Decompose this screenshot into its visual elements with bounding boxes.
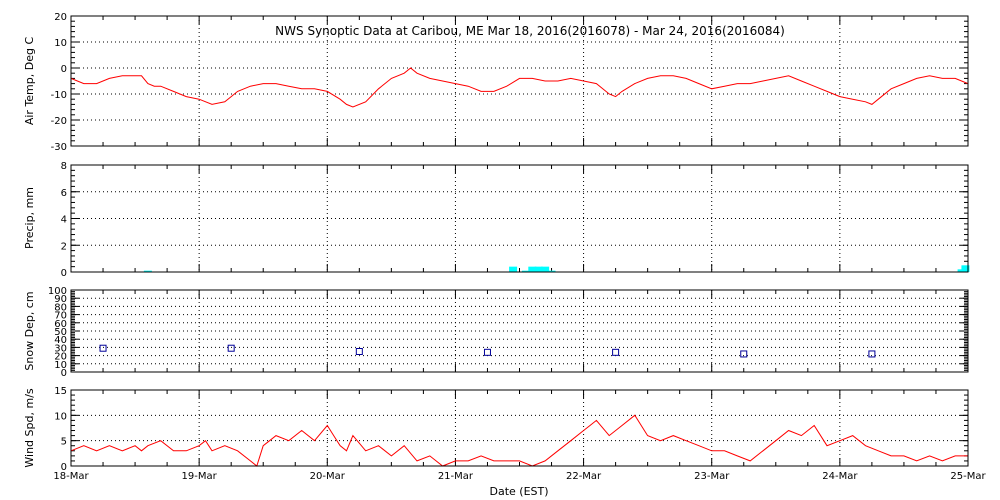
precip-bar [521,270,530,272]
y-tick-label: 30 [54,343,67,354]
x-axis-tick-labels: 18-Mar 19-Mar 20-Mar 21-Mar 22-Mar 23-Mar 24-M… [53,471,986,482]
y-tick-label: 10 [54,360,67,371]
y-tick-label: 0 [61,268,67,279]
panel-precip: 0 2 4 6 8 Precip, mm [23,161,970,279]
y-tick-label: 50 [54,327,67,338]
y-tick-label: 10 [54,411,67,422]
y-tick-label: 0 [61,64,67,75]
y-tick-label: -10 [51,90,67,101]
y-axis-label-precip: Precip, mm [23,187,36,249]
precip-bar [547,270,556,272]
y-axis-label-snow-depth: Snow Dep, cm [23,291,36,370]
y-tick-label: 100 [48,286,67,297]
y-tick-label: 0 [61,368,67,379]
snow-depth-point [483,348,491,356]
y-tick-label: 6 [61,188,67,199]
x-tick-label: 22-Mar [566,471,602,482]
snow-depth-point [227,344,235,352]
precip-bar [961,265,970,272]
panel-air-temp: -30 -20 -10 0 10 20 Air Temp, Deg C [23,12,969,153]
snow-depth-point [612,348,620,356]
y-tick-label: -20 [51,116,67,127]
y-tick-label: -30 [51,142,67,153]
y-tick-label: 20 [54,12,67,23]
x-tick-label: 19-Mar [182,471,218,482]
x-tick-label: 21-Mar [438,471,474,482]
snow-depth-point [355,348,363,355]
y-tick-label: 8 [61,161,67,172]
x-axis-label: Date (EST) [489,485,548,498]
x-tick-label: 23-Mar [694,471,730,482]
precip-bar [509,266,518,272]
y-axis-label-wind-speed: Wind Spd, m/s [23,388,36,468]
precip-bar [534,266,543,272]
y-tick-label: 15 [54,386,67,397]
y-tick-label: 10 [54,38,67,49]
precip-bar [143,270,152,272]
y-tick-label: 0 [61,462,67,473]
y-tick-label: 4 [61,215,67,226]
panel-wind-speed: 0 5 10 15 Wind Spd, m/s [23,386,969,473]
x-tick-label: 24-Mar [822,471,858,482]
series-line-wind-speed [70,414,968,467]
snow-depth-point [740,350,748,358]
snow-depth-point [99,344,107,352]
panel-frame [70,389,969,467]
precip-bar [541,266,550,272]
x-tick-label: 25-Mar [950,471,986,482]
y-tick-label: 60 [54,319,67,330]
panel-frame [70,15,969,147]
x-tick-label: 20-Mar [310,471,346,482]
y-tick-label: 5 [61,437,67,448]
y-tick-label: 80 [54,302,67,313]
y-tick-label: 2 [61,241,67,252]
y-axis-label-air-temp: Air Temp, Deg C [23,37,36,126]
panel-frame [70,164,969,273]
panel-frame [70,289,969,373]
y-tick-label: 70 [54,311,67,322]
precip-bar [528,266,537,272]
y-tick-label: 90 [54,294,67,305]
series-line-air-temp [70,67,969,108]
snow-depth-point [868,350,876,358]
y-tick-label: 20 [54,352,67,363]
chart-title: NWS Synoptic Data at Caribou, ME Mar 18,… [275,24,785,38]
x-tick-label: 18-Mar [53,471,89,482]
y-tick-label: 40 [54,335,67,346]
